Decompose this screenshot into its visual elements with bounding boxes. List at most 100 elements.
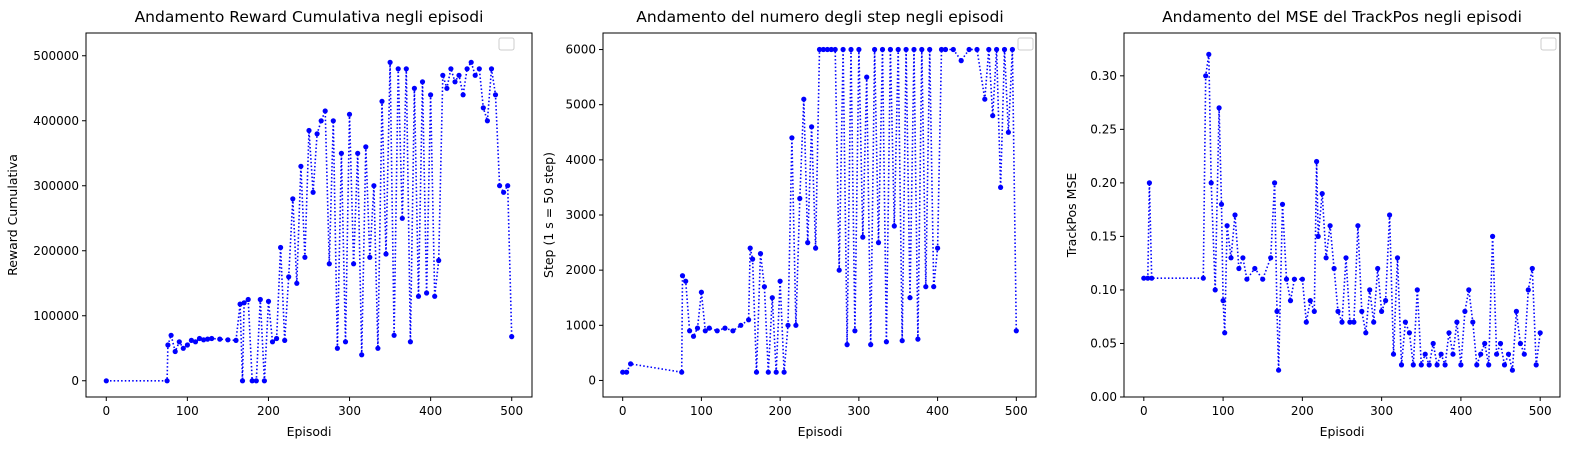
data-point (1501, 362, 1508, 368)
data-point (923, 284, 929, 290)
data-point (801, 96, 807, 102)
data-point (164, 378, 170, 384)
data-point (509, 334, 515, 340)
data-point (1509, 367, 1515, 373)
data-point (1450, 351, 1456, 357)
x-tick-label: 200 (257, 404, 280, 418)
data-point (840, 46, 846, 53)
data-point (1490, 233, 1496, 239)
data-point (687, 328, 693, 334)
data-point (1375, 265, 1381, 272)
data-point (797, 195, 803, 202)
data-point (180, 345, 186, 351)
data-point (274, 335, 280, 342)
y-tick-label: 0.15 (1090, 229, 1117, 243)
data-point (1216, 105, 1222, 111)
data-point (1240, 255, 1246, 261)
data-point (998, 184, 1004, 190)
data-point (488, 66, 495, 72)
data-point (1212, 287, 1218, 293)
y-tick-label: 4000 (565, 153, 596, 167)
data-point (793, 322, 799, 328)
data-point (432, 293, 438, 299)
data-point (192, 339, 199, 345)
data-point (1525, 287, 1531, 293)
data-point (440, 72, 446, 78)
legend-box (498, 37, 515, 51)
x-tick-label: 500 (1529, 404, 1552, 418)
data-point (1371, 319, 1377, 325)
data-point (1222, 330, 1228, 336)
data-point (188, 337, 194, 343)
data-point (1387, 212, 1393, 218)
data-point (1319, 191, 1325, 197)
data-point (1274, 308, 1280, 314)
x-tick-label: 100 (690, 404, 713, 418)
data-point (355, 150, 361, 156)
data-point (318, 118, 324, 124)
data-point (836, 267, 842, 273)
data-point (217, 336, 223, 342)
x-tick-label: 500 (500, 404, 523, 418)
data-point (480, 105, 486, 111)
data-point (1351, 319, 1357, 325)
data-point (750, 256, 756, 262)
y-tick-label: 0 (588, 373, 596, 387)
data-point (679, 273, 686, 279)
data-point (302, 254, 308, 260)
data-point (265, 298, 272, 304)
data-point (399, 215, 405, 221)
data-point (907, 295, 913, 301)
data-point (1402, 319, 1408, 325)
data-point (1146, 180, 1152, 186)
data-point (864, 74, 870, 80)
data-point (245, 296, 251, 303)
data-point (911, 46, 917, 53)
data-point (899, 338, 905, 344)
data-point (868, 342, 874, 348)
x-tick-label: 300 (847, 404, 870, 418)
data-point (257, 296, 263, 303)
data-point (1418, 362, 1424, 368)
data-point (165, 342, 171, 348)
data-point (875, 240, 882, 246)
data-point (1206, 51, 1212, 58)
data-point (237, 301, 243, 307)
data-point (1303, 319, 1309, 325)
y-tick-label: 0.25 (1090, 122, 1117, 136)
data-point (1474, 362, 1480, 368)
data-point (1307, 298, 1313, 304)
data-point (1141, 275, 1147, 281)
data-point (1533, 362, 1539, 368)
data-point (428, 92, 434, 98)
data-point (1228, 255, 1234, 261)
plot-frame (1123, 32, 1561, 398)
data-point (342, 339, 349, 345)
y-tick-label: 500000 (33, 49, 79, 63)
data-point (903, 46, 909, 53)
data-point (820, 46, 827, 53)
data-point (891, 223, 897, 229)
data-point (176, 339, 182, 345)
data-point (1203, 73, 1209, 79)
data-point (761, 284, 768, 290)
data-point (722, 325, 728, 331)
data-point (1315, 233, 1321, 239)
data-point (484, 118, 490, 124)
data-point (209, 335, 215, 342)
data-point (747, 245, 753, 251)
data-point (1260, 276, 1266, 282)
y-axis-label: Step (1 s = 50 step) (541, 152, 556, 278)
data-point (1414, 287, 1420, 293)
subplot-reward: Andamento Reward Cumulativa negli episod… (5, 8, 533, 439)
x-tick-label: 0 (102, 404, 110, 418)
data-point (326, 261, 332, 267)
plot-area: 0 100 200 300 400 500010002000300040005000600… (565, 43, 1027, 418)
data-point (444, 85, 450, 91)
data-point (403, 66, 409, 72)
data-point (1232, 212, 1238, 218)
data-point (411, 85, 417, 91)
data-point (253, 378, 259, 384)
data-point (1454, 319, 1460, 325)
data-point (330, 118, 336, 124)
